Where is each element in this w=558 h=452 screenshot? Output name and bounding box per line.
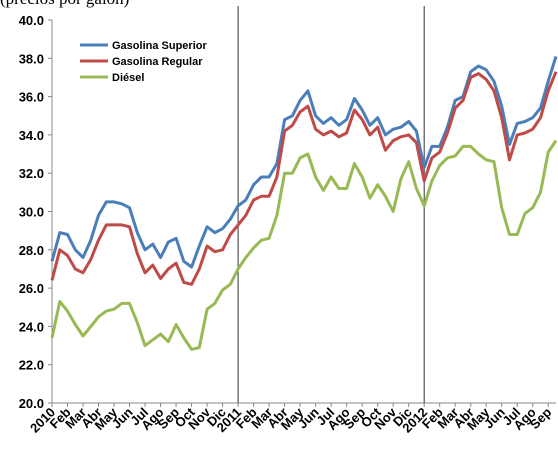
y-tick-label: 36.0 [19, 90, 44, 105]
y-tick-label: 22.0 [19, 358, 44, 373]
y-tick-label: 26.0 [19, 281, 44, 296]
legend-label: Gasolina Superior [112, 40, 207, 52]
y-tick-label: 30.0 [19, 205, 44, 220]
series-line [50, 55, 558, 269]
y-tick-label: 20.0 [19, 396, 44, 411]
series-line [50, 139, 558, 351]
y-tick-label: 34.0 [19, 128, 44, 143]
y-tick-label: 40.0 [19, 13, 44, 28]
legend-label: Gasolina Regular [112, 56, 203, 68]
y-tick-label: 32.0 [19, 166, 44, 181]
chart-subtitle: (precios por galón) [0, 0, 129, 8]
y-tick-label: 38.0 [19, 51, 44, 66]
legend-label: Diésel [112, 72, 144, 84]
series-line [50, 71, 558, 286]
y-tick-label: 28.0 [19, 243, 44, 258]
y-tick-label: 24.0 [19, 319, 44, 334]
